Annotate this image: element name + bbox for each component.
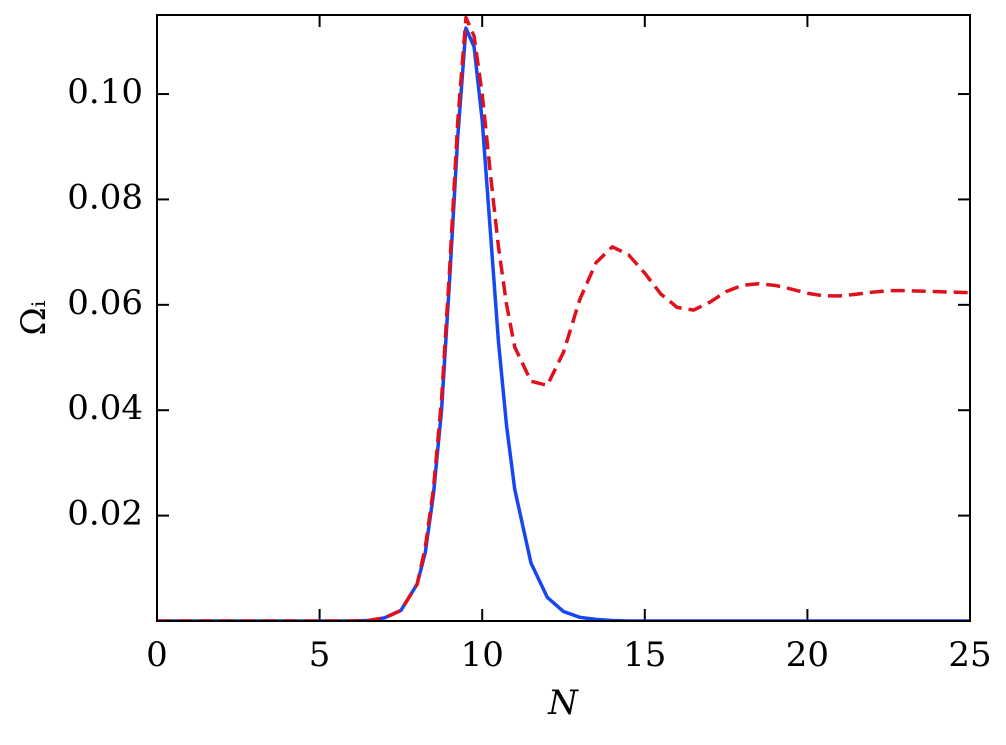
y-axis-label: Ωᵢ: [14, 300, 54, 335]
plot-area: [157, 15, 970, 621]
series-line: [157, 26, 970, 621]
x-tick-label: 20: [786, 635, 829, 675]
x-tick-label: 5: [309, 635, 331, 675]
y-tick-label: 0.08: [67, 177, 143, 217]
y-tick-label: 0.06: [67, 283, 143, 323]
x-axis-label: N: [547, 683, 579, 723]
y-tick-label: 0.10: [67, 72, 143, 112]
y-tick-label: 0.02: [67, 494, 143, 534]
x-tick-label: 10: [461, 635, 504, 675]
plot-frame: [156, 14, 971, 622]
series-line: [157, 15, 970, 621]
x-tick-label: 0: [146, 635, 168, 675]
x-tick-label: 25: [948, 635, 991, 675]
x-tick-label: 15: [623, 635, 666, 675]
y-tick-label: 0.04: [67, 388, 143, 428]
